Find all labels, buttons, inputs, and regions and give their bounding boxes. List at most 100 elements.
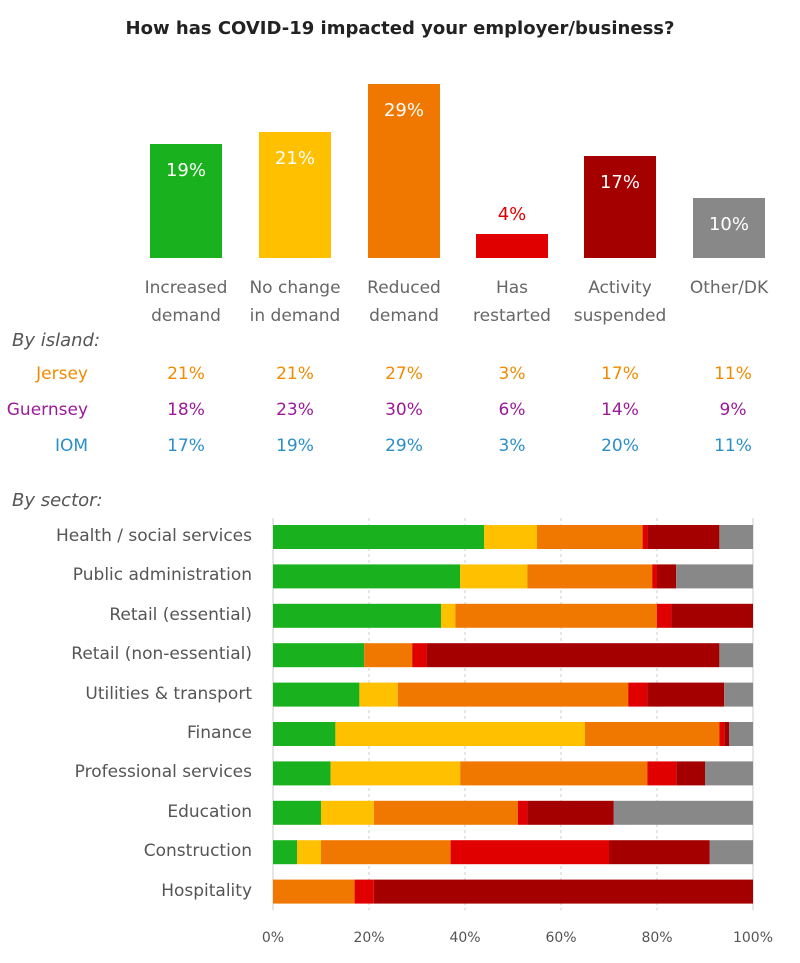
sector-label: Professional services [74, 762, 252, 783]
by-island-heading: By island: [12, 330, 101, 351]
sector-bar-segment [719, 525, 753, 549]
sector-bar-segment [724, 722, 729, 746]
sector-bar-segment [359, 682, 398, 707]
sector-bar-segment [647, 682, 725, 707]
island-value: 29% [385, 436, 423, 456]
sector-bar-segment [537, 525, 643, 549]
sector-bar-segment [412, 643, 427, 668]
summary-category-label: Other/DK [689, 278, 769, 298]
sector-label: Public administration [72, 565, 252, 586]
x-tick-label: 60% [545, 930, 577, 946]
sector-bar-segment [273, 564, 461, 589]
island-value: 17% [167, 436, 205, 456]
sector-bar-segment [321, 800, 374, 825]
sector-bar-segment [273, 603, 441, 628]
sector-bar-segment [397, 682, 629, 707]
chart-title: How has COVID-19 impacted your employer/… [125, 18, 675, 39]
sector-bar-segment [426, 643, 720, 668]
sector-bar-segment [484, 525, 537, 549]
summary-category-label: Reduced demand [367, 278, 441, 326]
island-value: 18% [167, 400, 205, 420]
summary-bar [584, 156, 656, 258]
sector-bar-segment [373, 800, 518, 825]
sector-bar-segment [642, 525, 648, 549]
sector-bar-segment [455, 603, 657, 628]
summary-bar-value: 10% [708, 214, 749, 235]
sector-label: Health / social services [56, 526, 252, 546]
x-tick-label: 80% [641, 930, 673, 946]
island-value: 21% [276, 364, 314, 384]
summary-bar [693, 198, 765, 258]
sector-bar-segment [330, 761, 461, 786]
sector-bar-segment [273, 682, 360, 707]
island-name: IOM [54, 436, 88, 456]
summary-category-label: Has restarted [473, 278, 551, 326]
sector-bar-segment [273, 879, 355, 904]
sector-bar-segment [613, 800, 753, 825]
sector-bar-segment [609, 840, 710, 865]
summary-bar-value: 4% [497, 204, 527, 225]
sector-bar-segment [729, 722, 753, 746]
summary-category-label: No change in demand [249, 278, 341, 326]
island-value: 11% [714, 364, 752, 384]
sector-bar-segment [450, 840, 609, 865]
sector-label: Construction [143, 841, 252, 862]
island-value: 9% [719, 400, 747, 420]
island-value: 3% [498, 436, 526, 456]
sector-bar-segment [460, 564, 528, 589]
sector-label: Retail (essential) [109, 604, 252, 625]
sector-bar-segment [517, 800, 528, 825]
sector-bar-segment [671, 603, 753, 628]
sector-label: Hospitality [161, 880, 252, 901]
sector-bar-segment [273, 800, 321, 825]
island-value: 21% [167, 364, 205, 384]
sector-bar-segment [297, 840, 321, 865]
island-value: 27% [385, 364, 423, 384]
sector-bar-segment [647, 761, 677, 786]
sector-bar-segment [657, 603, 672, 628]
sector-label: Utilities & transport [85, 683, 252, 704]
sector-label: Education [167, 801, 252, 822]
sector-bar-segment [273, 525, 485, 549]
sector-bar-segment [628, 682, 648, 707]
island-value: 3% [498, 364, 526, 384]
summary-bar-value: 21% [274, 148, 315, 169]
sector-bar-segment [719, 722, 725, 746]
x-tick-label: 100% [732, 930, 774, 946]
summary-bar-value: 29% [383, 100, 424, 121]
sector-bar-segment [335, 722, 585, 746]
sector-bar-segment [321, 840, 451, 865]
sector-bar-segment [373, 879, 753, 904]
sector-bar-segment [657, 564, 677, 589]
sector-bar-segment [676, 761, 705, 786]
sector-bar-segment [585, 722, 720, 746]
summary-bar [368, 84, 440, 258]
summary-bar-value: 17% [599, 172, 640, 193]
island-value: 19% [276, 436, 314, 456]
sector-bar-segment [273, 722, 336, 746]
sector-bar-segment [709, 840, 753, 865]
sector-bar-segment [364, 643, 413, 668]
summary-bar-value: 19% [165, 160, 206, 181]
sector-bar-segment [527, 800, 614, 825]
island-value: 30% [385, 400, 423, 420]
sector-bar-segment [705, 761, 753, 786]
summary-category-label: Activity suspended [573, 278, 667, 326]
sector-bar-segment [724, 682, 753, 707]
by-sector-heading: By sector: [12, 490, 103, 511]
sector-bar-segment [273, 840, 297, 865]
sector-bar-segment [460, 761, 648, 786]
x-tick-label: 0% [261, 930, 285, 946]
sector-label: Finance [186, 723, 252, 743]
x-tick-label: 20% [353, 930, 385, 946]
island-value: 6% [498, 400, 526, 420]
island-name: Guernsey [6, 400, 88, 420]
island-value: 11% [714, 436, 752, 456]
sector-bar-segment [354, 879, 374, 904]
sector-bar-segment [273, 761, 331, 786]
summary-bar [476, 234, 548, 258]
island-name: Jersey [36, 364, 88, 384]
sector-label: Retail (non-essential) [71, 644, 252, 665]
island-value: 17% [601, 364, 639, 384]
